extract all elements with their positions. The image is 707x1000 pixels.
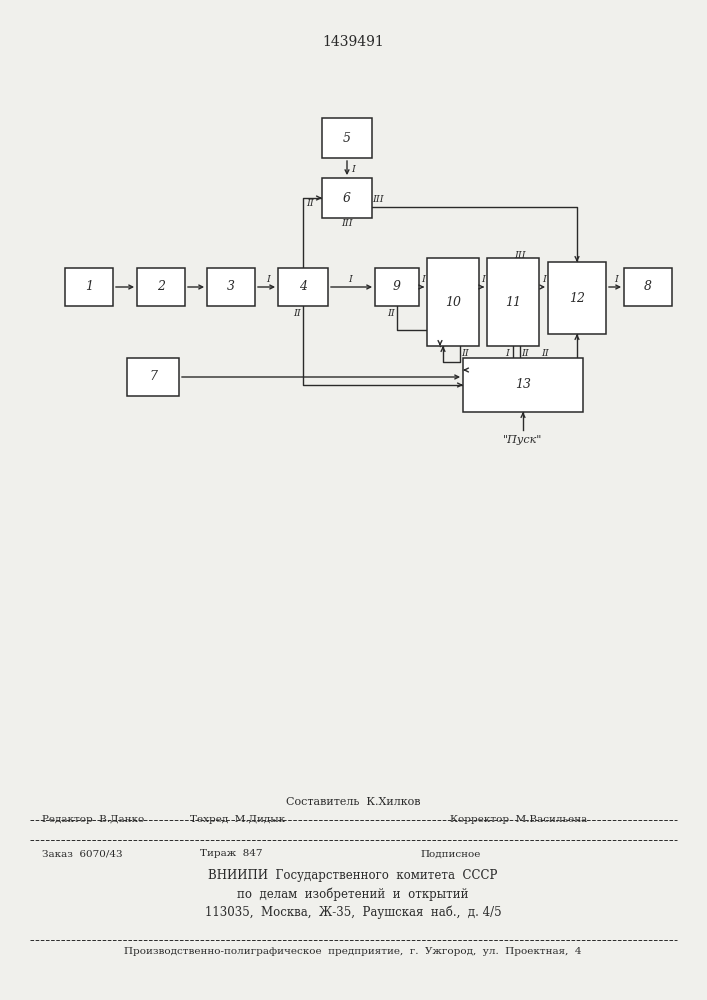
Text: Техред  М.Дидык: Техред М.Дидык [190, 816, 285, 824]
Text: 11: 11 [505, 296, 521, 308]
Text: 1439491: 1439491 [322, 35, 384, 49]
Text: ВНИИПИ  Государственного  комитета  СССР: ВНИИПИ Государственного комитета СССР [209, 869, 498, 882]
Text: 5: 5 [343, 131, 351, 144]
Bar [322, 118, 372, 158]
Text: "Пуск": "Пуск" [503, 435, 543, 445]
Text: II: II [461, 350, 469, 359]
Bar [278, 268, 328, 306]
Text: 1: 1 [85, 280, 93, 294]
Text: II: II [293, 310, 301, 318]
Text: Составитель  К.Хилков: Составитель К.Хилков [286, 797, 420, 807]
Text: I: I [542, 274, 546, 284]
Text: 10: 10 [445, 296, 461, 308]
Text: по  делам  изобретений  и  открытий: по делам изобретений и открытий [238, 887, 469, 901]
Text: 6: 6 [343, 192, 351, 205]
Bar [375, 268, 419, 306]
Bar [137, 268, 185, 306]
Text: 7: 7 [149, 370, 157, 383]
Text: III: III [341, 220, 353, 229]
Text: II: II [541, 350, 549, 359]
Text: I: I [421, 274, 425, 284]
Text: 12: 12 [569, 292, 585, 304]
Text: Заказ  6070/43: Заказ 6070/43 [42, 850, 122, 858]
Text: II: II [306, 200, 314, 209]
Text: Редактор  В.Данко: Редактор В.Данко [42, 816, 144, 824]
Text: 113035,  Москва,  Ж-35,  Раушская  наб.,  д. 4/5: 113035, Москва, Ж-35, Раушская наб., д. … [205, 905, 501, 919]
Text: I: I [266, 275, 270, 284]
Text: III: III [514, 250, 526, 259]
Bar [463, 358, 583, 412]
Text: 13: 13 [515, 378, 531, 391]
Text: I: I [614, 274, 618, 284]
Text: I: I [505, 349, 509, 358]
Bar [322, 178, 372, 218]
Text: Тираж  847: Тираж 847 [200, 850, 262, 858]
Text: III: III [372, 196, 384, 205]
Text: Производственно-полиграфическое  предприятие,  г.  Ужгород,  ул.  Проектная,  4: Производственно-полиграфическое предприя… [124, 948, 582, 956]
Bar [127, 358, 179, 396]
Text: Корректор  М.Васильена: Корректор М.Васильена [450, 816, 588, 824]
Text: 2: 2 [157, 280, 165, 294]
Text: I: I [351, 164, 355, 174]
Bar [65, 268, 113, 306]
Bar [548, 262, 606, 334]
Bar [624, 268, 672, 306]
Text: 4: 4 [299, 280, 307, 294]
Text: 8: 8 [644, 280, 652, 294]
Bar [487, 258, 539, 346]
Text: I: I [481, 274, 485, 284]
Text: II: II [387, 308, 395, 318]
Text: 3: 3 [227, 280, 235, 294]
Text: II: II [521, 349, 529, 358]
Bar [427, 258, 479, 346]
Text: Подписное: Подписное [420, 850, 480, 858]
Bar [207, 268, 255, 306]
Text: I: I [348, 274, 352, 284]
Text: 9: 9 [393, 280, 401, 294]
